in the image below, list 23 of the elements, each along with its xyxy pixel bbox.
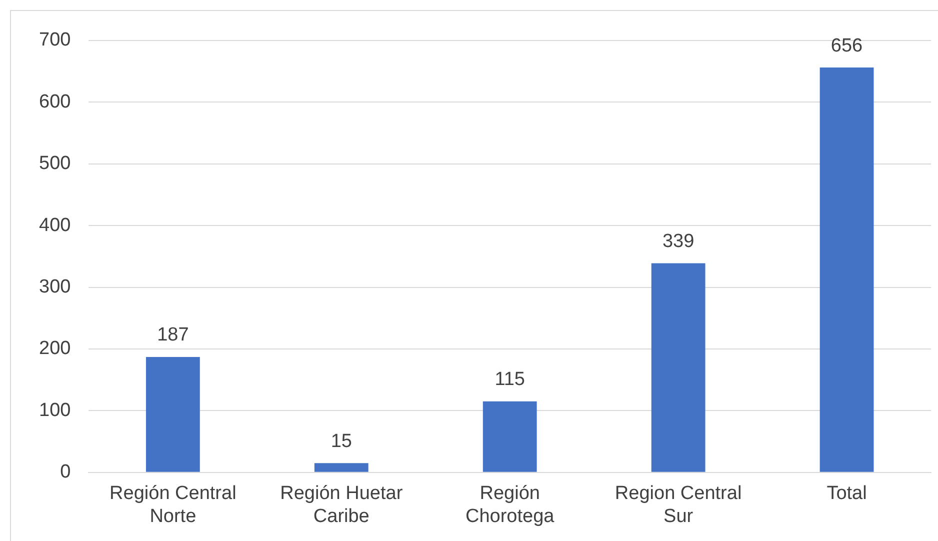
data-label: 656	[830, 35, 863, 56]
x-tick-label: Región Central Norte	[110, 483, 236, 527]
y-tick-label: 300	[39, 276, 71, 298]
y-tick-label: 0	[60, 462, 71, 483]
y-tick-label: 500	[39, 153, 71, 174]
y-tick-label: 200	[39, 338, 71, 360]
data-label: 339	[662, 230, 694, 252]
y-tick-label: 600	[39, 91, 71, 112]
bar	[146, 356, 200, 472]
bar	[820, 68, 874, 472]
data-label: 187	[157, 324, 189, 346]
x-tick-label: Región Huetar Caribe	[280, 483, 404, 527]
data-label: 115	[494, 369, 525, 390]
y-tick-label: 100	[39, 400, 71, 421]
y-tick-label: 400	[39, 214, 71, 236]
y-tick-label: 700	[39, 30, 71, 51]
bar	[314, 463, 368, 472]
x-tick-label: Total	[826, 483, 867, 504]
data-label: 15	[330, 430, 352, 452]
bar	[482, 401, 537, 472]
x-tick-label: Región Chorotega	[465, 483, 555, 527]
bar	[651, 263, 706, 472]
x-tick-label: Region Central Sur	[614, 483, 742, 527]
